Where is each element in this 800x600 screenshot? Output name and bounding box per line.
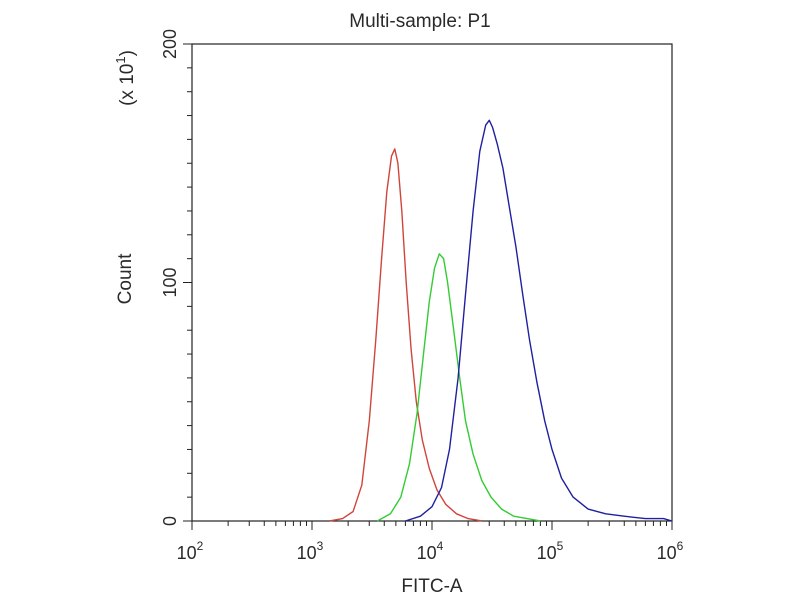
y-tick-label: 100 xyxy=(160,267,180,297)
y-multiplier-label: (x 101) xyxy=(113,50,138,106)
x-tick-label: 106 xyxy=(657,539,684,563)
y-tick-label: 200 xyxy=(160,29,180,59)
x-axis-label: FITC-A xyxy=(401,576,463,597)
chart-title: Multi-sample: P1 xyxy=(349,11,491,32)
x-tick-label: 103 xyxy=(297,539,324,563)
x-axis: FITC-A 102 103 104 105 106 xyxy=(177,521,684,597)
x-tick-label: 105 xyxy=(537,539,564,563)
series-line-1 xyxy=(329,148,482,522)
y-axis-label: Count xyxy=(115,253,136,304)
y-axis: Count (x 101) 0 100 200 xyxy=(113,29,192,526)
series-line-3 xyxy=(405,119,673,522)
x-tick-label: 104 xyxy=(417,539,444,563)
series-group xyxy=(329,119,673,522)
series-line-2 xyxy=(376,253,541,522)
x-tick-label: 102 xyxy=(177,539,204,563)
y-tick-label: 0 xyxy=(160,516,180,526)
